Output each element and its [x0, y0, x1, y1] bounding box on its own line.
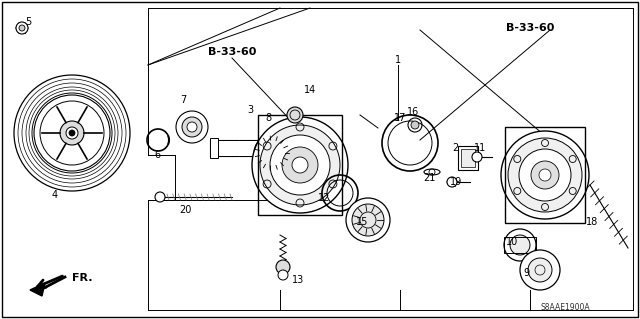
- Bar: [505, 127, 585, 223]
- Circle shape: [14, 75, 130, 191]
- Text: 5: 5: [25, 17, 31, 27]
- Text: 16: 16: [407, 107, 419, 117]
- Circle shape: [270, 135, 330, 195]
- Circle shape: [472, 152, 482, 162]
- Circle shape: [40, 101, 104, 165]
- Circle shape: [292, 157, 308, 173]
- Bar: [210, 140, 268, 156]
- Bar: [258, 115, 342, 215]
- Circle shape: [69, 130, 75, 136]
- Circle shape: [187, 122, 197, 132]
- Text: 2: 2: [452, 143, 458, 153]
- Circle shape: [182, 117, 202, 137]
- Text: 9: 9: [523, 268, 529, 278]
- Circle shape: [519, 149, 571, 201]
- Circle shape: [346, 198, 390, 242]
- Text: 21: 21: [423, 173, 435, 183]
- Circle shape: [254, 135, 290, 171]
- Circle shape: [520, 250, 560, 290]
- Text: S8AAE1900A: S8AAE1900A: [540, 302, 590, 311]
- Text: B-33-60: B-33-60: [208, 47, 256, 57]
- Text: 20: 20: [179, 205, 191, 215]
- Bar: [504, 237, 536, 253]
- Text: 8: 8: [265, 113, 271, 123]
- Circle shape: [352, 204, 384, 236]
- Circle shape: [66, 127, 78, 139]
- Text: 6: 6: [154, 150, 160, 160]
- Circle shape: [34, 95, 110, 171]
- Text: 10: 10: [506, 237, 518, 247]
- Circle shape: [260, 141, 284, 165]
- Circle shape: [155, 192, 165, 202]
- Circle shape: [60, 121, 84, 145]
- Text: 7: 7: [180, 95, 186, 105]
- Text: 13: 13: [292, 275, 304, 285]
- Circle shape: [508, 138, 582, 212]
- Circle shape: [504, 229, 536, 261]
- Circle shape: [282, 147, 318, 183]
- Circle shape: [276, 260, 290, 274]
- Bar: [210, 138, 218, 158]
- Text: 14: 14: [304, 85, 316, 95]
- Text: 11: 11: [474, 143, 486, 153]
- Circle shape: [176, 111, 208, 143]
- Circle shape: [528, 258, 552, 282]
- Text: 1: 1: [395, 55, 401, 65]
- Bar: [458, 146, 478, 170]
- Text: 18: 18: [586, 217, 598, 227]
- Circle shape: [287, 107, 303, 123]
- Circle shape: [260, 125, 340, 205]
- Text: FR.: FR.: [72, 273, 93, 283]
- Circle shape: [278, 270, 288, 280]
- Circle shape: [411, 121, 419, 129]
- Text: 17: 17: [394, 113, 406, 123]
- Text: B-33-60: B-33-60: [506, 23, 554, 33]
- Circle shape: [531, 161, 559, 189]
- Circle shape: [16, 22, 28, 34]
- Polygon shape: [30, 283, 45, 296]
- Bar: [461, 149, 475, 167]
- Circle shape: [539, 169, 551, 181]
- Text: 4: 4: [52, 190, 58, 200]
- Text: 3: 3: [247, 105, 253, 115]
- Circle shape: [19, 25, 25, 31]
- Circle shape: [501, 131, 589, 219]
- Text: 19: 19: [450, 177, 462, 187]
- Circle shape: [447, 177, 457, 187]
- Text: 15: 15: [356, 217, 368, 227]
- Circle shape: [252, 117, 348, 213]
- Circle shape: [510, 235, 530, 255]
- Text: 12: 12: [318, 193, 330, 203]
